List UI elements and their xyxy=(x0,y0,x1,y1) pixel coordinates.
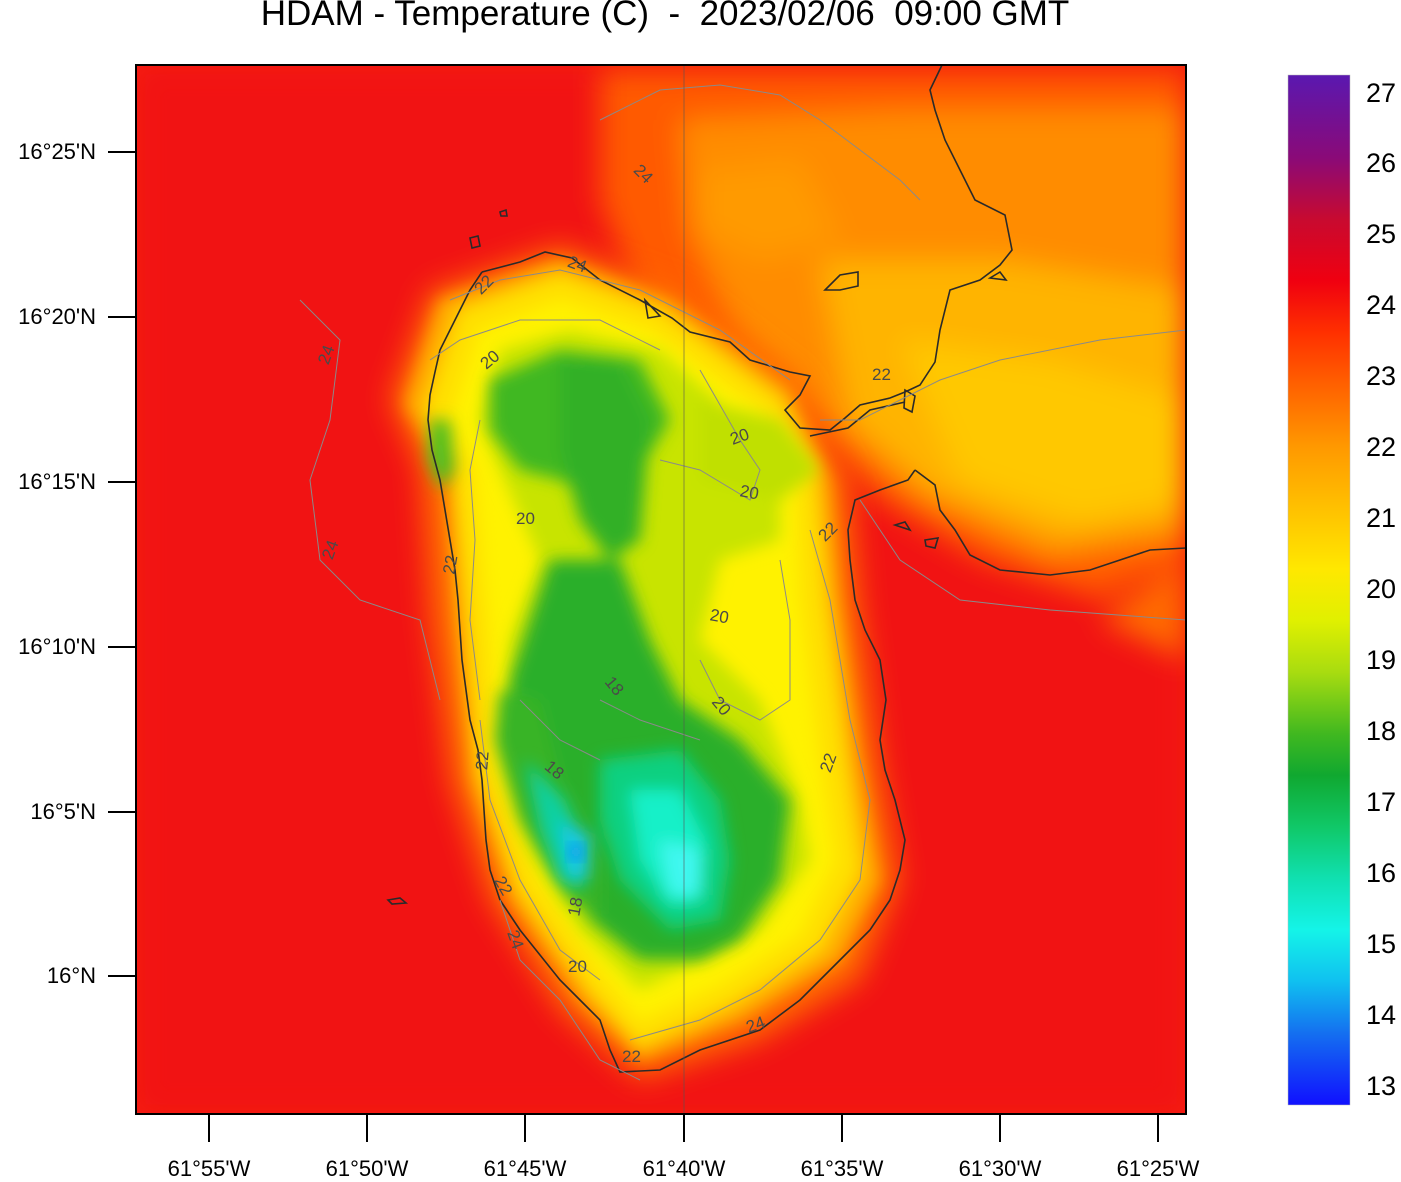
colorbar-label: 15 xyxy=(1366,929,1397,959)
colorbar-label: 19 xyxy=(1366,645,1397,675)
y-tick-label: 16°25'N xyxy=(18,139,96,164)
contour-label: 18 xyxy=(564,896,586,918)
colorbar-label: 27 xyxy=(1366,78,1397,108)
x-tick-label: 61°40'W xyxy=(642,1156,726,1181)
contour-lines xyxy=(299,84,1186,1081)
colorbar-label: 23 xyxy=(1366,361,1397,391)
colorbar-label: 18 xyxy=(1366,716,1397,746)
colorbar-label: 25 xyxy=(1366,219,1397,249)
y-tick-label: 16°15'N xyxy=(18,469,96,494)
contour-label: 22 xyxy=(872,365,891,384)
colorbar-label: 13 xyxy=(1366,1071,1397,1101)
y-tick-label: 16°10'N xyxy=(18,634,96,659)
colorbar-label: 24 xyxy=(1366,290,1397,320)
x-axis-ticks xyxy=(208,1114,1159,1142)
x-tick-label: 61°25'W xyxy=(1116,1156,1200,1181)
plot-frame xyxy=(135,64,1187,1115)
contour-label: 20 xyxy=(568,957,587,976)
colorbar-label: 26 xyxy=(1366,148,1397,178)
contour-label: 22 xyxy=(622,1047,641,1066)
contour-label: 22 xyxy=(439,554,461,576)
x-tick-label: 61°55'W xyxy=(167,1156,251,1181)
colorbar-label: 17 xyxy=(1366,787,1397,817)
colorbar-label: 22 xyxy=(1366,432,1397,462)
colorbar-label: 21 xyxy=(1366,503,1397,533)
colorbar-label: 14 xyxy=(1366,1000,1397,1030)
y-tick-label: 16°20'N xyxy=(18,304,96,329)
contour-label: 20 xyxy=(516,509,535,528)
y-tick-label: 16°N xyxy=(46,963,96,988)
colorbar-label: 20 xyxy=(1366,574,1397,604)
y-tick-label: 16°5'N xyxy=(30,799,96,824)
colorbar xyxy=(1287,74,1351,1106)
coastline xyxy=(386,65,1186,1073)
x-tick-label: 61°35'W xyxy=(800,1156,884,1181)
temperature-field: 24 24 24 24 22 22 22 22 22 22 22 20 20 2… xyxy=(136,65,1186,1114)
contour-label: 20 xyxy=(738,481,760,503)
map-title: HDAM - Temperature (C) - 2023/02/06 09:0… xyxy=(260,0,1070,33)
y-axis-ticks xyxy=(108,151,136,977)
x-tick-label: 61°50'W xyxy=(325,1156,409,1181)
colorbar-label: 16 xyxy=(1366,858,1397,888)
contour-label: 20 xyxy=(708,605,730,627)
x-tick-label: 61°45'W xyxy=(483,1156,567,1181)
x-tick-label: 61°30'W xyxy=(958,1156,1042,1181)
contour-label: 22 xyxy=(472,750,493,771)
